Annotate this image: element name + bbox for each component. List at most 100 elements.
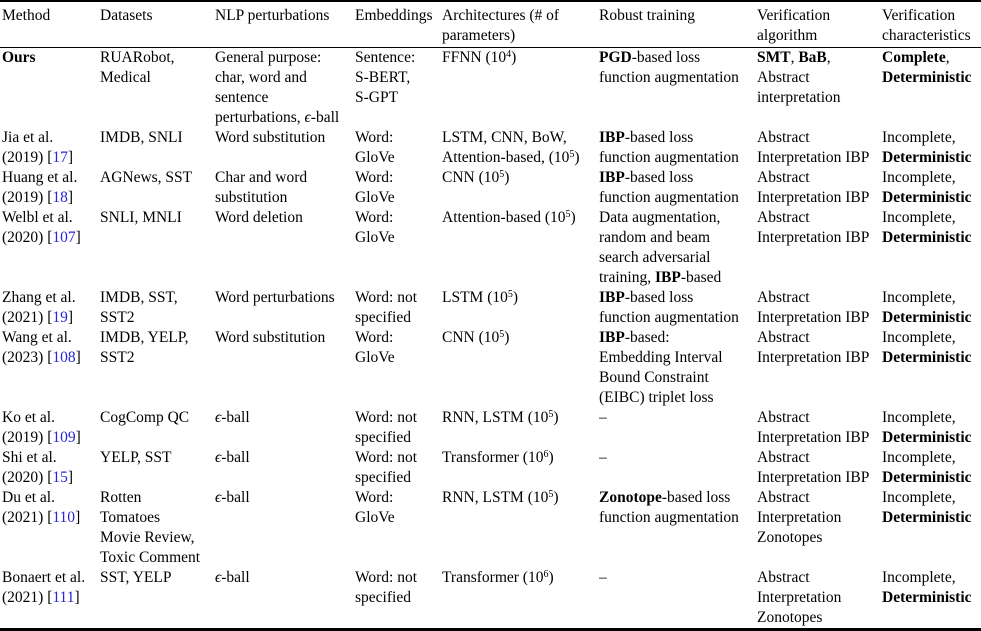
text-segment: (2019) [ [2,189,53,206]
cell-ko-2019-embeddings: Word: not specified [355,408,442,448]
text-segment: specified [355,429,411,446]
text-segment: Abstract [757,489,810,506]
citation-link[interactable]: 108 [52,349,76,366]
text-segment: ] [67,189,74,206]
cell-wang-2023-robust_training: IBP-based: Embedding Interval Bound Constr… [599,328,757,408]
text-segment: 5 [569,149,575,160]
cell-ko-2019-nlp_perturbations: ϵ-ball [215,408,355,448]
text-segment: IBP [654,269,681,286]
text-segment: Abstract [757,409,810,426]
text-segment: IBP [599,169,625,186]
cell-jia-2019-robust_training: IBP-based loss function augmentation [599,128,757,168]
citation-link[interactable]: 15 [52,469,68,486]
text-segment: 5 [507,289,513,300]
citation-link[interactable]: 109 [52,429,76,446]
text-segment: GloVe [355,149,395,166]
cell-ko-2019-robust_training: – [599,408,757,448]
citation-link[interactable]: 17 [52,149,68,166]
cell-wang-2023-method: Wang et al. (2023) [108] [0,328,100,408]
cell-zhang-2021-verification_characteristics: Incomplete, Deterministic [882,288,981,328]
text-segment: (2023) [ [2,349,53,366]
text-segment: char, word and [215,69,307,86]
text-segment: Abstract [757,569,810,586]
cell-jia-2019-nlp_perturbations: Word substitution [215,128,355,168]
text-segment: RUARobot, [100,49,175,66]
text-segment: -ball [310,109,340,126]
table-row-huang-2019: Huang et al. (2019) [18] AGNews, SST Char a… [0,168,981,208]
column-header-nlp-perturbations: NLP perturbations [215,1,355,48]
text-segment: Complete [882,49,946,66]
text-segment: IBP [599,329,625,346]
text-segment: Abstract [757,209,810,226]
cell-ko-2019-datasets: CogComp QC [100,408,215,448]
text-segment: Word: [355,169,394,186]
text-segment: GloVe [355,189,395,206]
citation-link[interactable]: 19 [52,309,68,326]
text-segment: function augmentation [599,309,739,326]
text-segment: ϵ [304,109,311,126]
text-segment: Rotten [100,489,142,506]
text-segment: Interpretation IBP [757,229,870,246]
cell-shi-2020-robust_training: – [599,448,757,488]
cell-ours-architectures: FFNN (104) [442,48,599,129]
header-row: Method Datasets NLP perturbations Embedd… [0,1,981,48]
table-row-du-2021: Du et al. (2021) [110] Rotten Tomatoes Movie… [0,488,981,568]
cell-ours-embeddings: Sentence: S-BERT, S-GPT [355,48,442,129]
cell-du-2021-robust_training: Zonotope-based loss function augmentation [599,488,757,568]
text-segment: (2021) [ [2,589,53,606]
text-segment: ) [574,149,580,166]
text-segment: ] [75,229,81,246]
text-segment: ] [67,469,74,486]
text-segment: CNN (10 [442,329,500,346]
text-segment: Interpretation IBP [757,149,870,166]
table-row-jia-2019: Jia et al. (2019) [17] IMDB, SNLI Word subs… [0,128,981,168]
text-segment: (2019) [ [2,149,53,166]
citation-link[interactable]: 110 [52,509,76,526]
text-segment: Abstract [757,69,810,86]
text-segment: Toxic Comment [100,549,201,566]
text-segment: Ours [2,49,36,66]
citation-link[interactable]: 18 [52,189,68,206]
text-segment: SNLI, MNLI [100,209,182,226]
text-segment: ) [511,49,517,66]
cell-huang-2019-embeddings: Word: GloVe [355,168,442,208]
text-segment: (2021) [ [2,509,53,526]
cell-du-2021-verification_algorithm: Abstract Interpretation Zonotopes [757,488,882,568]
text-segment: Word: [355,209,394,226]
text-segment: -based loss [624,169,694,186]
text-segment: -based loss [624,129,694,146]
cell-ours-nlp_perturbations: General purpose: char, word and sentence pe… [215,48,355,129]
text-segment: Word substitution [215,329,326,346]
cell-wang-2023-datasets: IMDB, YELP, SST2 [100,328,215,408]
text-segment: -based loss [631,49,701,66]
cell-huang-2019-verification_algorithm: Abstract Interpretation IBP [757,168,882,208]
text-segment: specified [355,589,411,606]
text-segment: Zonotopes [757,609,823,626]
column-header-embeddings: Embeddings [355,1,442,48]
cell-welbl-2020-robust_training: Data augmentation, random and beam search … [599,208,757,288]
text-segment: Jia et al. [2,129,54,146]
cell-ko-2019-architectures: RNN, LSTM (105) [442,408,599,448]
text-segment: Tomatoes [100,509,161,526]
cell-zhang-2021-architectures: LSTM (105) [442,288,599,328]
text-segment: Zonotope [599,489,662,506]
text-segment: Movie Review, [100,529,195,546]
cell-zhang-2021-verification_algorithm: Abstract Interpretation IBP [757,288,882,328]
text-segment: Deterministic [882,429,972,446]
text-segment: ) [570,209,576,226]
text-segment: S-BERT, [355,69,411,86]
cell-jia-2019-method: Jia et al. (2019) [17] [0,128,100,168]
cell-jia-2019-verification_characteristics: Incomplete, Deterministic [882,128,981,168]
cell-zhang-2021-method: Zhang et al. (2021) [19] [0,288,100,328]
citation-link[interactable]: 111 [52,589,75,606]
text-segment: ϵ [215,409,222,426]
cell-bonaert-2021-method: Bonaert et al. (2021) [111] [0,568,100,630]
text-segment: 4 [506,49,512,60]
table-row-zhang-2021: Zhang et al. (2021) [19] IMDB, SST, SST2 Wor… [0,288,981,328]
text-segment: AGNews, SST [100,169,193,186]
table-row-ko-2019: Ko et al. (2019) [109] CogComp QC ϵ-ball Wor… [0,408,981,448]
citation-link[interactable]: 107 [52,229,76,246]
text-segment: (2021) [ [2,309,53,326]
cell-du-2021-architectures: RNN, LSTM (105) [442,488,599,568]
